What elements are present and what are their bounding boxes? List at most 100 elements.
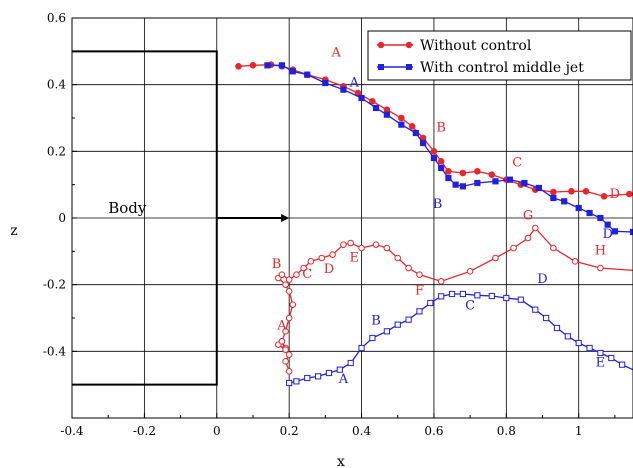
data-point (383, 244, 391, 252)
data-point (304, 71, 311, 78)
data-point (427, 299, 434, 307)
data-point (336, 366, 343, 373)
data-point (459, 183, 466, 190)
data-point (416, 271, 423, 278)
data-point (358, 344, 365, 352)
data-point (307, 258, 315, 265)
data-point (293, 271, 300, 278)
point-label: B (436, 120, 446, 135)
data-point (506, 176, 514, 183)
point-label: D (324, 262, 334, 277)
data-point (597, 264, 604, 272)
x-tick-label: 0.2 (280, 424, 299, 438)
data-point (278, 338, 286, 345)
data-point (282, 328, 289, 335)
point-label: C (465, 299, 475, 314)
data-point (369, 98, 376, 105)
data-point (412, 129, 419, 137)
data-point (249, 62, 257, 69)
body-outline (72, 50, 290, 386)
y-tick-label: 0.6 (47, 11, 66, 25)
y-tick-label: -0.2 (43, 278, 66, 292)
data-point (437, 158, 445, 165)
data-point (325, 369, 333, 377)
data-point (398, 114, 405, 122)
data-point (430, 148, 438, 155)
data-point (358, 94, 365, 102)
data-point (394, 254, 402, 262)
data-point (235, 63, 242, 70)
point-label: H (595, 244, 606, 259)
y-tick-label: 0 (58, 211, 66, 225)
data-point (285, 288, 293, 295)
data-point (550, 244, 557, 252)
data-point (608, 354, 615, 362)
data-point (285, 351, 293, 358)
legend-marker-without-control (377, 41, 385, 49)
flow-arrow-head (281, 214, 290, 222)
legend: Without control With control middle jet (367, 30, 632, 81)
data-point (285, 276, 293, 283)
data-point (285, 314, 293, 322)
data-point (278, 62, 286, 69)
point-label: C (512, 155, 522, 170)
y-tick-label: -0.4 (43, 344, 67, 358)
point-label: C (302, 267, 312, 282)
point-label: G (523, 209, 533, 224)
data-point (488, 171, 496, 178)
data-point (550, 188, 557, 196)
data-point (611, 228, 619, 235)
data-point (358, 244, 365, 252)
data-point (445, 168, 452, 175)
data-point (474, 292, 481, 299)
series-without-control (235, 61, 633, 375)
data-point (405, 316, 412, 323)
data-point (521, 179, 528, 187)
data-point (550, 194, 557, 202)
y-tick-label: 0.2 (47, 144, 66, 158)
point-label: A (338, 372, 349, 387)
data-point (282, 281, 289, 288)
data-point (492, 254, 499, 262)
data-point (340, 86, 347, 93)
data-point (347, 239, 354, 247)
data-point (300, 264, 307, 272)
data-point (503, 294, 510, 302)
data-point (289, 68, 296, 75)
data-point (438, 293, 445, 300)
point-label: D (610, 187, 620, 202)
series-line (277, 226, 633, 372)
data-point (318, 254, 326, 262)
data-point (383, 328, 390, 335)
data-point (597, 349, 604, 357)
data-point (604, 221, 611, 228)
data-point (600, 193, 608, 200)
data-point (452, 181, 459, 188)
data-point (517, 296, 524, 303)
data-point (293, 378, 300, 385)
x-tick-label: -0.4 (60, 424, 84, 438)
point-label: D (602, 227, 612, 242)
data-point (437, 278, 445, 285)
data-point (445, 174, 452, 182)
point-label: F (415, 284, 424, 299)
data-point (582, 188, 590, 195)
data-point (340, 241, 347, 248)
legend-marker-without-control (405, 41, 413, 49)
data-point (304, 374, 311, 382)
data-point (543, 314, 550, 322)
axes: -0.4 -0.2 0 0.2 0.4 0.6 0.8 1 0.6 0.4 0.2 0 -0.2 -0.4 (43, 11, 633, 438)
x-tick-label: 0.8 (497, 424, 516, 438)
point-label: A (349, 75, 360, 90)
data-point (459, 169, 467, 177)
data-point (282, 358, 289, 365)
legend-label-with-control: With control middle jet (420, 60, 584, 76)
series-with-control (264, 62, 633, 387)
data-point (315, 373, 322, 380)
data-point (289, 301, 297, 308)
data-point (586, 344, 593, 352)
data-point (282, 346, 289, 353)
data-point (459, 290, 466, 298)
